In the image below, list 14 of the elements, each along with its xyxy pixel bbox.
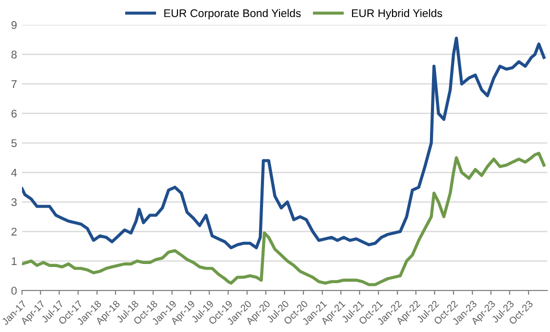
y-tick-label: 4: [11, 168, 17, 176]
y-tick-label: 8: [11, 50, 17, 59]
legend-label: EUR Corporate Bond Yields: [164, 8, 301, 20]
y-tick-label: 9: [11, 21, 17, 30]
y-tick-label: 1: [12, 257, 17, 266]
y-tick-label: 7: [12, 80, 17, 88]
y-tick-label: 5: [11, 139, 17, 148]
y-tick-label: 6: [12, 110, 17, 118]
y-tick-label: 0: [11, 286, 17, 295]
line-series: [22, 36, 546, 250]
legend-label: EUR Hybrid Yields: [352, 8, 442, 20]
y-tick-label: 3: [11, 198, 17, 206]
line-series: [22, 152, 546, 286]
y-tick-label: 2: [12, 228, 17, 236]
